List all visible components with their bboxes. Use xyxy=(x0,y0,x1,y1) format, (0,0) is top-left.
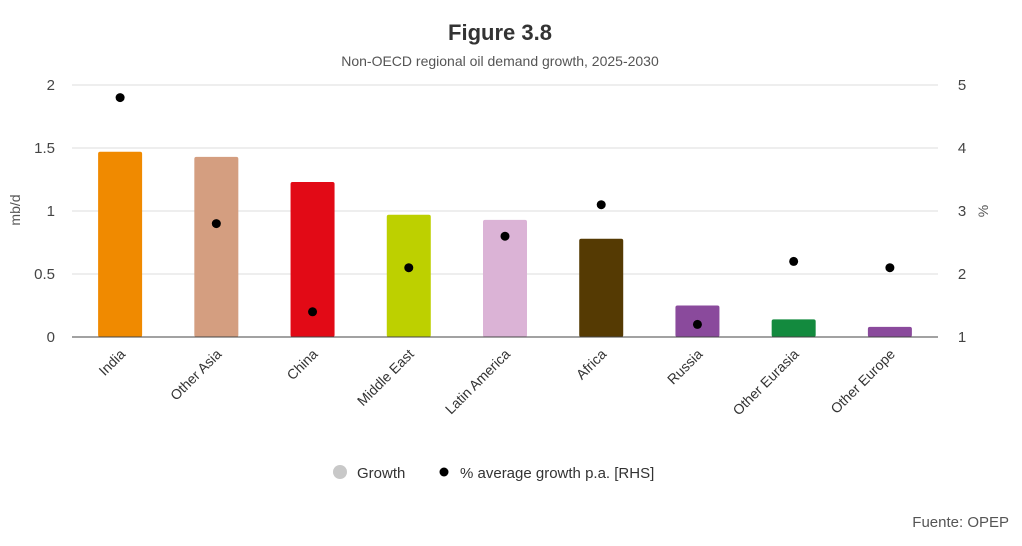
scatter-point xyxy=(596,200,606,210)
chart-title: Figure 3.8 xyxy=(448,20,552,45)
x-tick-label: Other Eurasia xyxy=(729,346,802,419)
x-tick-label: Africa xyxy=(573,346,610,383)
bar-series xyxy=(98,151,912,337)
x-tick-label: Middle East xyxy=(354,346,417,409)
scatter-point xyxy=(308,307,318,317)
scatter-point xyxy=(500,231,510,241)
x-tick-label: Other Asia xyxy=(167,346,225,404)
y-tick-right: 3 xyxy=(958,203,966,220)
scatter-point xyxy=(789,256,799,266)
y-tick-left: 0.5 xyxy=(34,266,55,283)
source-note: Fuente: OPEP xyxy=(912,514,1009,531)
x-tick-label: Other Europe xyxy=(827,346,898,417)
scatter-point xyxy=(404,263,414,273)
bar xyxy=(867,326,912,337)
scatter-series xyxy=(115,93,895,329)
y-axis-title-right: % xyxy=(975,205,991,217)
y-tick-left: 0 xyxy=(47,329,55,346)
y-tick-left: 1.5 xyxy=(34,140,55,157)
x-tick-label: Russia xyxy=(664,346,706,388)
scatter-point xyxy=(115,93,125,103)
bar xyxy=(579,238,624,337)
scatter-point xyxy=(211,219,221,229)
bar xyxy=(290,182,335,337)
y-tick-right: 2 xyxy=(958,266,966,283)
y-axis-title-left: mb/d xyxy=(7,194,23,225)
legend-rhs-label: % average growth p.a. [RHS] xyxy=(460,465,654,482)
x-tick-label: China xyxy=(283,346,320,383)
bar xyxy=(98,151,143,337)
y-tick-left: 2 xyxy=(47,77,55,94)
scatter-point xyxy=(692,319,702,329)
y-tick-left: 1 xyxy=(47,203,55,220)
y-tick-right: 5 xyxy=(958,77,966,94)
legend-rhs-marker xyxy=(439,467,449,477)
legend: Growth % average growth p.a. [RHS] xyxy=(333,465,654,482)
bar xyxy=(386,214,431,337)
scatter-point xyxy=(885,263,895,273)
legend-growth-label: Growth xyxy=(357,465,405,482)
x-tick-label: Latin America xyxy=(442,346,513,417)
bar xyxy=(771,319,816,337)
bar xyxy=(483,219,527,337)
y-tick-right: 4 xyxy=(958,140,966,157)
chart-subtitle: Non-OECD regional oil demand growth, 202… xyxy=(341,53,659,69)
bar xyxy=(194,156,239,337)
legend-growth-marker xyxy=(333,465,347,479)
x-tick-label: India xyxy=(95,346,128,379)
y-tick-right: 1 xyxy=(958,329,966,346)
